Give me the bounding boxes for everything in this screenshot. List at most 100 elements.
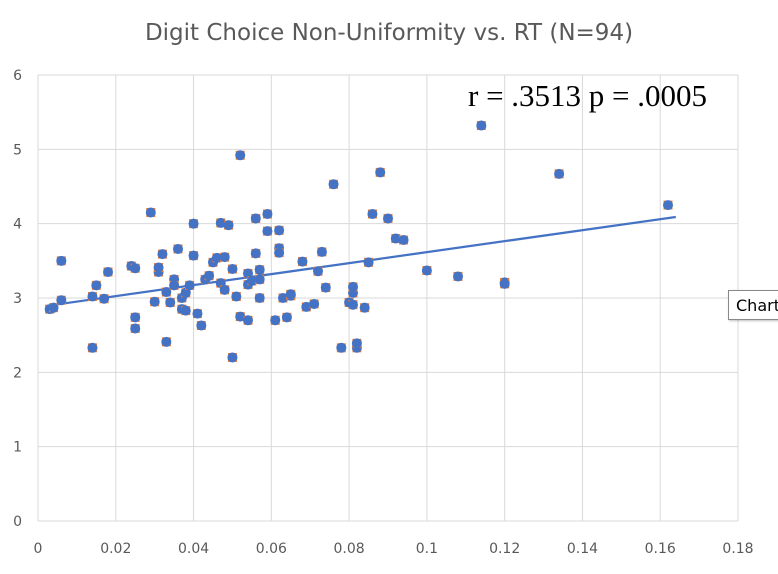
data-point[interactable] [421,265,432,276]
data-point[interactable] [398,235,409,246]
data-point[interactable] [87,342,98,353]
data-point[interactable] [453,271,463,282]
data-point[interactable] [180,305,191,316]
data-point[interactable] [390,233,401,244]
data-point[interactable] [301,301,312,312]
y-tick-label: 3 [13,291,22,307]
data-point[interactable] [367,209,378,220]
trendline [49,215,676,307]
data-point[interactable] [328,179,339,190]
data-point[interactable] [157,249,168,260]
data-point[interactable] [91,280,102,291]
x-tick-label: 0.08 [334,541,365,557]
data-point[interactable] [246,275,257,286]
correlation-annotation: r = .3513 p = .0005 [468,78,708,113]
data-point[interactable] [87,291,98,302]
data-point[interactable] [274,247,285,258]
data-point[interactable] [278,293,288,303]
data-point[interactable] [250,213,261,224]
data-point[interactable] [235,311,246,322]
x-tick-label: 0.1 [416,541,438,557]
data-point[interactable] [227,352,238,363]
data-point[interactable] [169,280,180,291]
data-point[interactable] [663,200,673,211]
y-tick-label: 2 [13,365,22,381]
data-point[interactable] [363,257,374,268]
y-tick-label: 5 [13,142,22,158]
data-point[interactable] [161,336,172,347]
data-point[interactable] [173,243,183,254]
data-point[interactable] [188,250,199,261]
y-tick-label: 4 [13,217,22,233]
chart-title: Digit Choice Non-Uniformity vs. RT (N=94… [144,20,634,46]
data-point[interactable] [130,263,141,274]
data-point[interactable] [180,287,191,298]
y-tick-label: 1 [13,440,22,456]
data-point[interactable] [215,217,226,228]
data-point[interactable] [211,252,222,263]
data-point[interactable] [243,315,253,326]
data-point[interactable] [262,209,273,220]
data-point[interactable] [219,284,230,295]
data-point[interactable] [554,168,565,179]
x-tick-label: 0.12 [489,541,520,557]
data-point[interactable] [351,338,362,349]
data-point[interactable] [223,220,234,231]
data-point[interactable] [165,297,176,308]
x-tick-label: 0.04 [178,541,209,557]
data-point[interactable] [383,213,393,224]
data-point[interactable] [56,255,67,266]
data-point[interactable] [254,274,265,285]
data-point[interactable] [254,264,265,275]
data-point[interactable] [184,280,195,291]
data-point[interactable] [309,298,320,309]
data-point[interactable] [254,293,265,303]
data-point[interactable] [219,252,230,263]
data-point[interactable] [348,281,358,292]
data-point[interactable] [270,315,281,326]
data-point[interactable] [188,218,199,229]
data-point[interactable] [204,270,215,281]
data-point[interactable] [130,312,141,323]
data-point[interactable] [56,295,67,306]
data-point[interactable] [320,282,331,293]
x-tick-label: 0.02 [100,541,131,557]
x-tick-label: 0.16 [645,541,676,557]
data-point[interactable] [313,266,323,277]
data-point[interactable] [130,323,141,334]
data-point[interactable] [99,293,110,304]
x-tick-label: 0 [34,541,43,557]
data-point[interactable] [297,256,308,267]
data-point[interactable] [336,342,347,353]
data-point[interactable] [262,226,273,237]
data-point[interactable] [476,120,487,131]
data-point[interactable] [231,291,242,302]
data-point[interactable] [285,289,296,300]
data-point[interactable] [348,299,358,310]
data-point[interactable] [192,308,203,319]
data-point[interactable] [281,312,292,323]
data-point[interactable] [375,167,386,178]
data-point[interactable] [227,264,238,275]
data-point[interactable] [250,248,261,259]
y-tick-label: 6 [13,68,22,84]
data-point[interactable] [196,320,207,331]
x-tick-label: 0.18 [722,541,753,557]
x-tick-label: 0.14 [567,541,598,557]
data-point[interactable] [149,296,160,307]
data-point[interactable] [103,266,113,277]
data-point[interactable] [243,268,253,279]
data-point[interactable] [499,278,510,289]
data-point[interactable] [274,225,285,236]
y-tick-label: 0 [13,514,22,530]
data-point[interactable] [153,262,164,273]
data-point[interactable] [161,287,172,298]
data-point[interactable] [48,302,59,313]
data-point[interactable] [316,246,327,257]
data-point[interactable] [145,207,156,218]
data-point[interactable] [235,150,246,161]
data-point[interactable] [359,302,370,313]
chart-tooltip: Chart [728,290,778,320]
